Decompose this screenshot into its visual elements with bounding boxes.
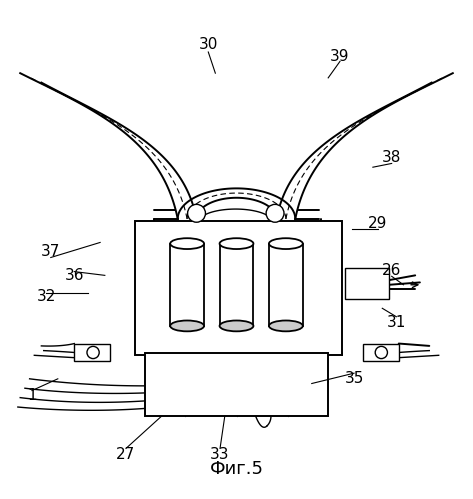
Circle shape <box>266 205 284 222</box>
Text: 1: 1 <box>27 388 37 403</box>
Circle shape <box>188 205 205 222</box>
Bar <box>345 268 389 299</box>
Text: 32: 32 <box>36 289 56 304</box>
Text: 26: 26 <box>382 263 402 278</box>
Text: 37: 37 <box>41 245 61 259</box>
Text: 39: 39 <box>330 49 350 64</box>
Text: Фиг.5: Фиг.5 <box>210 460 263 478</box>
Ellipse shape <box>219 320 254 331</box>
Bar <box>363 343 399 361</box>
Bar <box>135 221 342 355</box>
Text: 30: 30 <box>199 37 218 52</box>
Ellipse shape <box>170 238 204 249</box>
Text: 31: 31 <box>387 315 406 330</box>
Circle shape <box>87 346 99 359</box>
Bar <box>269 244 303 326</box>
Text: 33: 33 <box>210 447 230 462</box>
Text: 36: 36 <box>64 268 84 283</box>
Bar <box>170 244 204 326</box>
Ellipse shape <box>269 238 303 249</box>
Circle shape <box>375 346 387 359</box>
Bar <box>219 244 254 326</box>
Text: 38: 38 <box>382 150 402 165</box>
Bar <box>145 353 328 417</box>
Text: 27: 27 <box>116 447 136 462</box>
Ellipse shape <box>219 238 254 249</box>
Bar <box>74 343 110 361</box>
Ellipse shape <box>269 320 303 331</box>
Text: 35: 35 <box>344 371 364 386</box>
Text: 29: 29 <box>368 216 387 231</box>
Ellipse shape <box>170 320 204 331</box>
